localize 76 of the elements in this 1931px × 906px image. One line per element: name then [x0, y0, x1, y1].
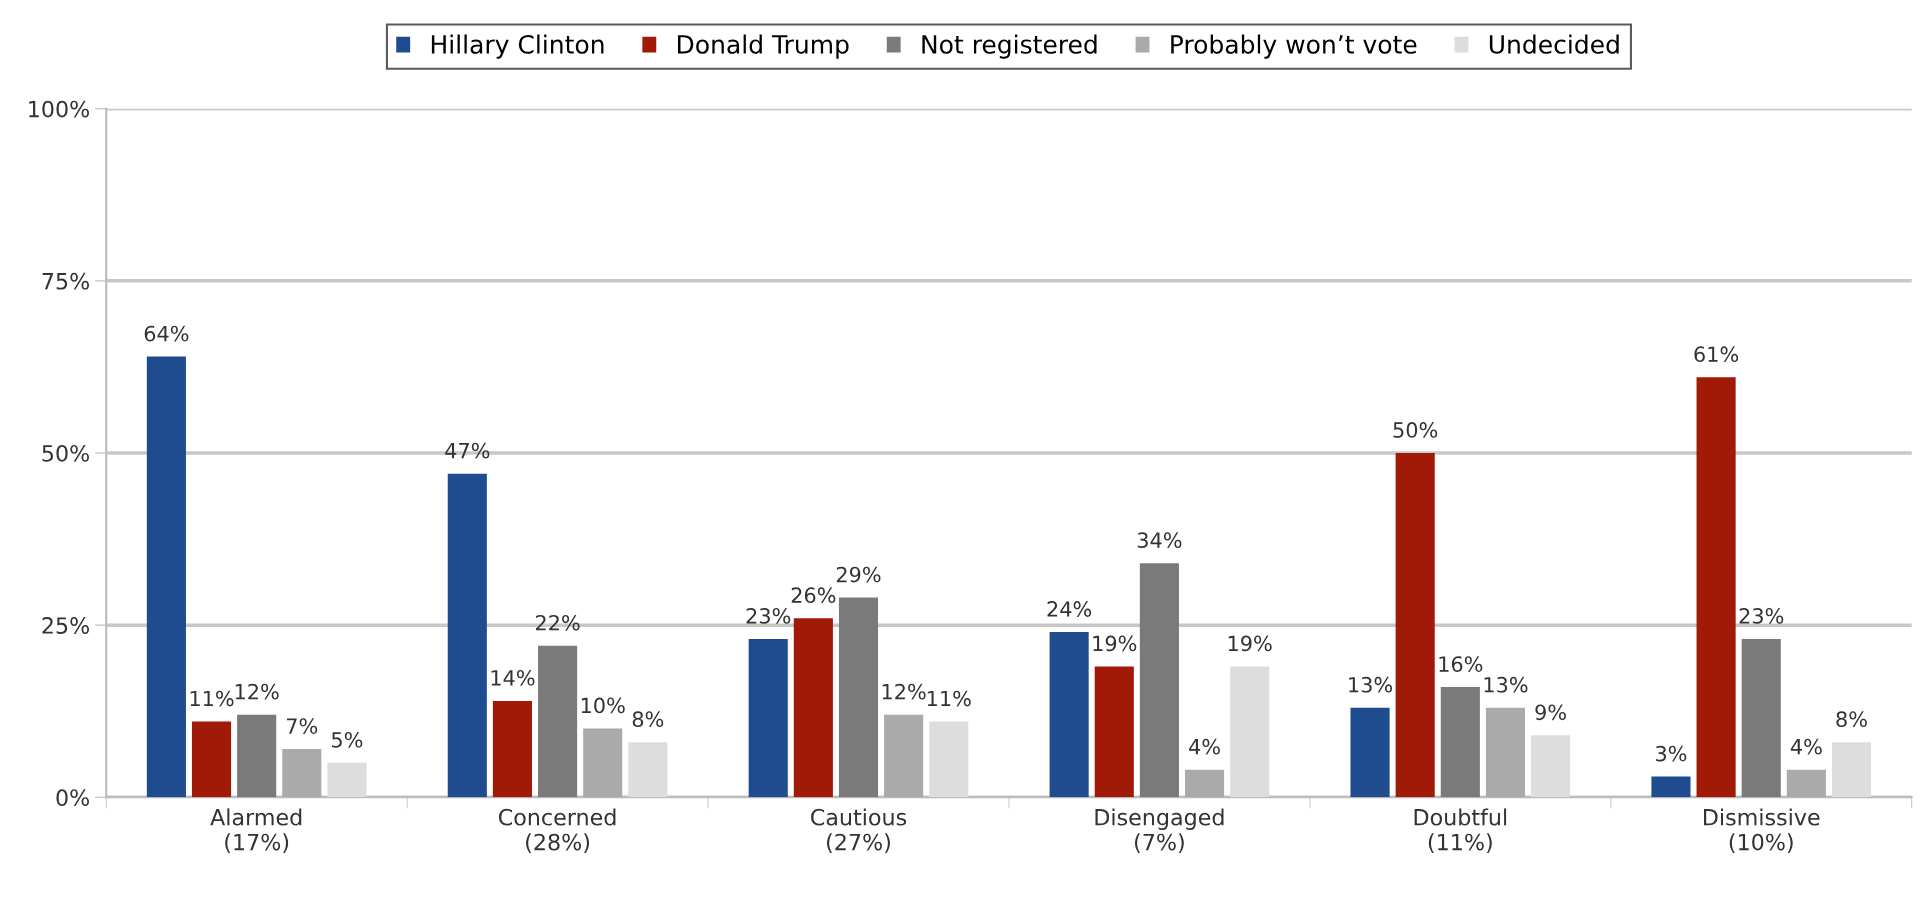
x-tick-label: Disengaged (7%)	[1095, 808, 1224, 854]
data-label: 3%	[1656, 745, 1687, 762]
data-label: 4%	[1189, 738, 1220, 755]
data-label: 19%	[1228, 635, 1272, 652]
x-tick-label: Doubtful (11%)	[1414, 808, 1507, 854]
legend-label: Probably won’t vote	[1171, 34, 1417, 59]
bar	[1485, 707, 1526, 798]
x-tick-label: Cautious (27%)	[811, 808, 907, 854]
data-label: 4%	[1790, 738, 1822, 755]
y-tick-label: 100%	[29, 100, 90, 118]
bar	[583, 728, 623, 798]
bar	[628, 742, 668, 798]
bar	[1741, 638, 1781, 798]
data-label: 12%	[882, 683, 926, 700]
y-tick-label: 25%	[42, 617, 90, 634]
data-label: 22%	[535, 614, 580, 631]
data-label: 14%	[491, 669, 535, 686]
bar	[1350, 707, 1390, 798]
data-label: 10%	[581, 697, 625, 714]
legend-label: Donald Trump	[678, 34, 849, 59]
bar	[282, 749, 322, 798]
data-label: 50%	[1393, 422, 1438, 438]
legend-label: Hillary Clinton	[431, 34, 604, 59]
y-tick-label: 75%	[42, 272, 90, 290]
data-label: 34%	[1137, 532, 1182, 549]
data-label: 61%	[1694, 346, 1739, 363]
data-label: 13%	[1349, 676, 1393, 693]
bar	[1786, 769, 1826, 798]
bar	[146, 356, 186, 798]
data-label: 5%	[332, 731, 363, 748]
bar	[1094, 666, 1134, 798]
bar	[838, 597, 879, 798]
data-label: 29%	[836, 566, 881, 583]
bar	[1696, 377, 1736, 798]
legend-label: Undecided	[1489, 34, 1619, 54]
data-label: 13%	[1484, 676, 1528, 693]
bar	[447, 473, 487, 798]
bar	[492, 700, 532, 798]
bar	[1139, 563, 1179, 798]
data-label: 12%	[235, 683, 279, 700]
data-label: 11%	[190, 690, 234, 707]
bar	[1049, 632, 1089, 798]
bar	[1395, 453, 1435, 798]
data-label: 8%	[1836, 711, 1867, 728]
bar	[1184, 769, 1225, 798]
x-tick-label: Concerned (28%)	[498, 808, 616, 854]
y-tick-label: 0%	[56, 789, 90, 807]
data-label: 7%	[286, 718, 318, 734]
data-label: 47%	[445, 442, 490, 459]
bar	[327, 762, 367, 798]
bar	[1531, 735, 1571, 798]
data-label: 16%	[1439, 656, 1483, 672]
y-tick-label: 50%	[42, 444, 90, 462]
data-label: 9%	[1535, 704, 1566, 721]
bar	[1831, 742, 1872, 798]
data-label: 23%	[746, 608, 791, 624]
bar	[191, 721, 232, 798]
bar	[884, 714, 924, 798]
data-label: 23%	[1739, 608, 1784, 624]
bar	[1440, 687, 1480, 798]
data-label: 19%	[1093, 635, 1137, 652]
bar	[748, 638, 788, 798]
x-tick-label: Alarmed (17%)	[210, 808, 302, 854]
x-tick-label: Dismissive (10%)	[1704, 808, 1820, 854]
data-label: 26%	[791, 587, 836, 604]
bar	[538, 645, 578, 798]
data-label: 24%	[1047, 601, 1092, 617]
data-label: 11%	[927, 690, 971, 707]
data-label: 64%	[144, 325, 189, 342]
bar	[1651, 776, 1691, 798]
data-label: 8%	[632, 711, 664, 728]
bar	[793, 618, 833, 798]
legend-label: Not registered	[922, 34, 1097, 59]
bar	[237, 714, 277, 798]
bar	[929, 721, 969, 798]
bar	[1230, 666, 1270, 798]
